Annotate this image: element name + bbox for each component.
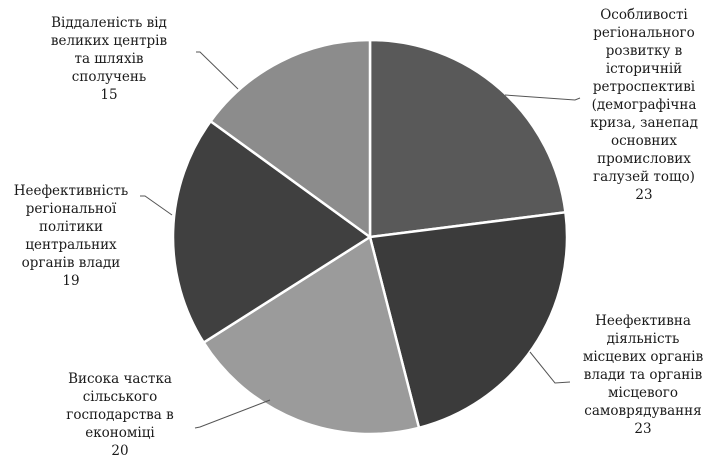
- label-line: промислових: [597, 151, 691, 167]
- label-line: Особливості: [600, 7, 688, 23]
- label-line: економіці: [85, 425, 155, 441]
- label-line: регіональної: [25, 201, 117, 217]
- data-label-value: 19: [62, 273, 80, 289]
- label-line: основних: [610, 133, 678, 149]
- label-line: місцевих органів: [582, 349, 704, 365]
- label-line: діяльність: [606, 331, 680, 347]
- label-line: Неефективність: [13, 183, 129, 199]
- label-line: політики: [39, 219, 103, 235]
- label-line: сільського: [82, 389, 158, 405]
- leader-line: [194, 399, 271, 429]
- label-line: історичній: [605, 61, 683, 77]
- label-line: Неефективна: [595, 313, 691, 329]
- label-line: регіонального: [593, 25, 695, 41]
- label-regional-history: Особливості регіонального розвитку в істори…: [576, 6, 712, 204]
- slice-agriculture-share: [201, 235, 421, 436]
- data-label-value: 20: [111, 443, 129, 459]
- label-line: великих центрів: [50, 33, 168, 49]
- slice-local-authorities: [368, 210, 569, 430]
- label-line: місцевого: [608, 385, 678, 401]
- label-line: розвитку в: [605, 43, 683, 59]
- label-line: та шляхів: [74, 51, 144, 67]
- label-line: господарства в: [66, 407, 174, 423]
- label-line: влади та органів: [583, 367, 703, 383]
- data-label-value: 15: [100, 87, 118, 103]
- label-line: Віддаленість від: [51, 15, 167, 31]
- label-line: ретроспективі: [592, 79, 696, 95]
- slice-remoteness: [208, 38, 372, 240]
- leader-line: [529, 351, 571, 384]
- label-local-authorities: Неефективна діяльність місцевих органів вла…: [570, 312, 716, 438]
- label-line: сполучень: [71, 69, 147, 85]
- label-line: органів влади: [21, 255, 121, 271]
- label-agriculture-share: Висока частка сільського господарства в еко…: [40, 370, 200, 460]
- label-line: криза, занепад: [590, 115, 698, 131]
- leader-line: [196, 51, 239, 90]
- label-line: центральних: [25, 237, 117, 253]
- label-line: Висока частка: [68, 371, 172, 387]
- label-line: самоврядування: [584, 403, 702, 419]
- leader-line: [140, 195, 173, 216]
- label-line: галузей тощо): [593, 169, 695, 185]
- slice-regional-history: [368, 38, 567, 239]
- data-label-value: 23: [634, 421, 652, 437]
- data-label-value: 23: [635, 187, 653, 203]
- label-regional-policy: Неефективність регіональної політики центра…: [2, 182, 140, 290]
- slice-regional-policy: [171, 119, 373, 345]
- leader-line: [504, 94, 581, 101]
- label-line: (демографічна: [591, 97, 697, 113]
- label-remoteness: Віддаленість від великих центрів та шляхів…: [22, 14, 196, 104]
